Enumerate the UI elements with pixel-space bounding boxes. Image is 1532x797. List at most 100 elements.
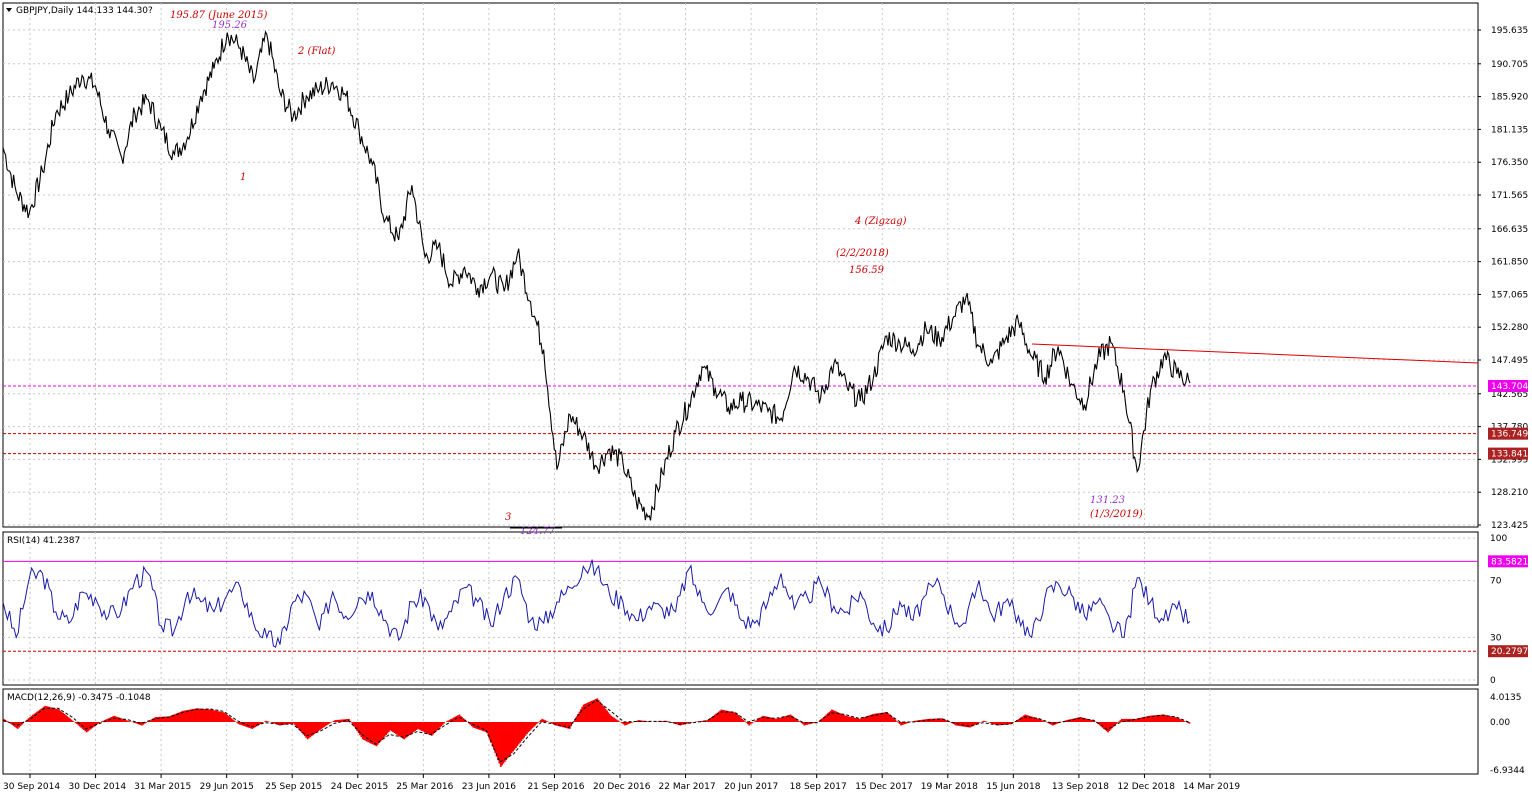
macd-bar	[395, 722, 397, 734]
macd-bar	[508, 722, 510, 757]
macd-bar	[355, 722, 357, 729]
macd-bar	[574, 718, 577, 722]
macd-bar	[934, 718, 937, 722]
macd-bar	[372, 722, 375, 745]
level-tag	[1488, 447, 1528, 460]
macd-bar	[266, 721, 269, 722]
wave-label[interactable]: 3	[505, 512, 511, 523]
macd-bar	[174, 714, 176, 722]
wave-label[interactable]: 2 (Flat)	[297, 46, 336, 57]
macd-bar	[585, 703, 588, 722]
macd-bar	[880, 712, 883, 722]
wave-label[interactable]: (2/2/2018)	[836, 248, 889, 259]
macd-bar	[178, 712, 180, 722]
wave-label[interactable]: 195.87 (June 2015)	[170, 10, 268, 21]
macd-bar	[945, 720, 948, 722]
wave-label[interactable]: 1	[240, 172, 246, 183]
macd-bar	[1170, 716, 1173, 722]
macd-bar	[1105, 722, 1108, 732]
macd-bar	[306, 722, 309, 740]
macd-bar	[106, 718, 109, 722]
rsi-panel[interactable]	[2, 531, 1479, 686]
macd-bar	[211, 709, 214, 722]
macd-bar	[661, 721, 664, 722]
time-tick-label: 25 Mar 2016	[396, 782, 453, 792]
macd-bar	[1156, 715, 1159, 722]
macd-signal-line[interactable]	[2, 699, 1191, 763]
level-tag-label: 133.841	[1491, 450, 1528, 460]
macd-bar	[110, 717, 113, 722]
macd-bar	[125, 720, 128, 722]
macd-bar	[962, 722, 964, 727]
wave-label[interactable]: 156.59	[849, 265, 885, 276]
macd-bar	[192, 709, 194, 722]
macd-bar	[504, 722, 506, 762]
macd-bar	[824, 715, 826, 722]
macd-bar	[432, 722, 434, 735]
macd-bar	[219, 711, 222, 722]
macd-bar	[802, 722, 804, 725]
macd-bar	[933, 718, 935, 722]
macd-bar	[1079, 717, 1082, 722]
macd-bar	[494, 722, 497, 754]
macd-bar	[1133, 718, 1136, 722]
macd-bar	[132, 722, 135, 723]
macd-bar	[461, 717, 463, 722]
macd-bar	[167, 716, 169, 722]
macd-bar	[770, 717, 773, 722]
macd-bar	[941, 718, 944, 722]
macd-bar	[992, 722, 995, 724]
resistance-trendline[interactable]	[1031, 343, 1479, 364]
macd-bar	[1000, 722, 1003, 725]
wave-label[interactable]: 131.23	[1090, 495, 1125, 506]
macd-bar	[118, 717, 121, 722]
wave-label[interactable]: 4 (Zigzag)	[854, 216, 907, 227]
price-line[interactable]	[2, 30, 1191, 521]
rsi-line[interactable]	[2, 559, 1191, 648]
macd-bar	[1167, 715, 1170, 722]
macd-bar	[608, 714, 611, 722]
macd-axis: 4.0135 0.00 -6.9344	[1490, 693, 1525, 776]
macd-bar	[480, 722, 483, 731]
wave-label[interactable]: 124.77	[520, 526, 556, 537]
macd-bar	[76, 722, 78, 725]
wave-label[interactable]: 195.26	[212, 20, 248, 31]
macd-bar	[342, 719, 345, 722]
macd-bar	[925, 719, 927, 722]
macd-bar	[1020, 717, 1022, 722]
dropdown-triangle-icon[interactable]	[6, 8, 12, 12]
macd-bar	[465, 720, 468, 722]
macd-bar	[498, 722, 501, 764]
macd-bar	[181, 711, 183, 722]
macd-bar	[156, 717, 158, 722]
chart-header: GBPJPY,Daily 144.133 144.30?	[16, 6, 153, 16]
macd-bar	[274, 722, 277, 724]
macd-bar	[263, 721, 266, 722]
macd-bar	[223, 712, 226, 722]
macd-bar	[418, 722, 421, 730]
macd-bar	[820, 719, 822, 722]
macd-bar	[762, 715, 764, 722]
macd-bar	[631, 722, 633, 723]
rsi-level-tag	[1488, 645, 1528, 658]
macd-bar	[313, 722, 316, 735]
macd-bar	[524, 722, 527, 736]
macd-bar	[477, 722, 480, 730]
macd-bar	[566, 722, 568, 729]
macd-bar	[615, 719, 618, 722]
macd-bar	[117, 717, 120, 722]
price-panel[interactable]	[2, 2, 1479, 528]
macd-bar	[401, 722, 404, 739]
macd-bar	[871, 714, 873, 722]
macd-bar	[341, 719, 343, 722]
macd-bar	[139, 722, 142, 725]
macd-bar	[176, 713, 179, 722]
macd-panel[interactable]	[2, 688, 1479, 775]
macd-bar	[844, 715, 847, 722]
macd-tick-label: 0.00	[1490, 718, 1510, 728]
macd-bar	[530, 722, 532, 730]
macd-bar	[11, 722, 13, 725]
wave-label[interactable]: (1/3/2019)	[1090, 509, 1143, 520]
macd-bar	[392, 722, 394, 733]
macd-bar	[1086, 718, 1089, 722]
